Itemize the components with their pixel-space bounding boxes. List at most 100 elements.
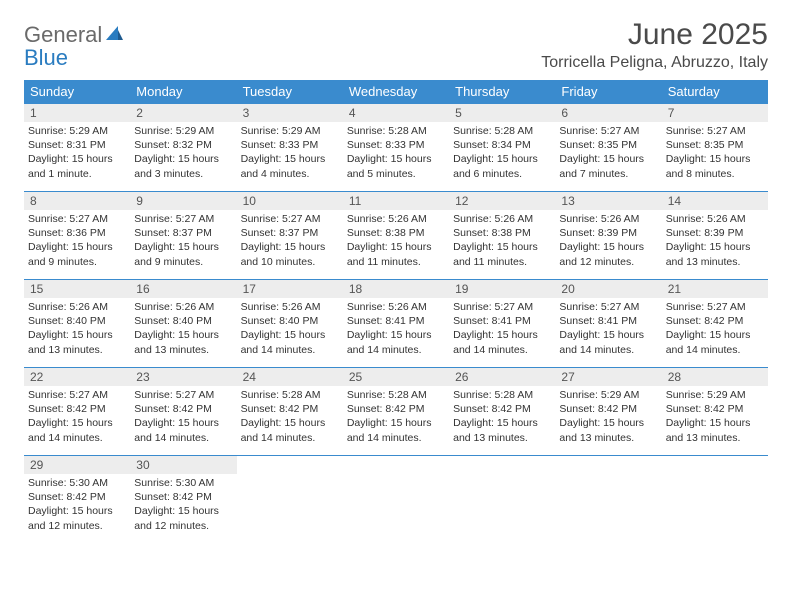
calendar-cell: 22Sunrise: 5:27 AMSunset: 8:42 PMDayligh… bbox=[24, 368, 130, 456]
day-number: 19 bbox=[449, 280, 555, 298]
day-body: Sunrise: 5:26 AMSunset: 8:38 PMDaylight:… bbox=[449, 210, 555, 273]
sunset-text: Sunset: 8:42 PM bbox=[28, 490, 126, 504]
day-body: Sunrise: 5:28 AMSunset: 8:34 PMDaylight:… bbox=[449, 122, 555, 185]
calendar-cell: 8Sunrise: 5:27 AMSunset: 8:36 PMDaylight… bbox=[24, 192, 130, 280]
daylight-text: Daylight: 15 hours and 13 minutes. bbox=[453, 416, 551, 444]
day-body: Sunrise: 5:29 AMSunset: 8:42 PMDaylight:… bbox=[555, 386, 661, 449]
calendar-cell: 11Sunrise: 5:26 AMSunset: 8:38 PMDayligh… bbox=[343, 192, 449, 280]
daylight-text: Daylight: 15 hours and 13 minutes. bbox=[28, 328, 126, 356]
daylight-text: Daylight: 15 hours and 6 minutes. bbox=[453, 152, 551, 180]
logo: General Blue bbox=[24, 18, 124, 70]
calendar-week-row: 8Sunrise: 5:27 AMSunset: 8:36 PMDaylight… bbox=[24, 192, 768, 280]
location-text: Torricella Peligna, Abruzzo, Italy bbox=[541, 54, 768, 72]
day-header: Thursday bbox=[449, 80, 555, 104]
day-header: Wednesday bbox=[343, 80, 449, 104]
header: General Blue June 2025 Torricella Pelign… bbox=[24, 18, 768, 72]
calendar-cell bbox=[449, 456, 555, 544]
day-body: Sunrise: 5:28 AMSunset: 8:42 PMDaylight:… bbox=[343, 386, 449, 449]
sunset-text: Sunset: 8:40 PM bbox=[241, 314, 339, 328]
sunset-text: Sunset: 8:35 PM bbox=[666, 138, 764, 152]
sunrise-text: Sunrise: 5:29 AM bbox=[134, 124, 232, 138]
calendar-cell: 5Sunrise: 5:28 AMSunset: 8:34 PMDaylight… bbox=[449, 104, 555, 192]
sunrise-text: Sunrise: 5:30 AM bbox=[134, 476, 232, 490]
daylight-text: Daylight: 15 hours and 14 minutes. bbox=[134, 416, 232, 444]
day-number: 30 bbox=[130, 456, 236, 474]
calendar-cell: 16Sunrise: 5:26 AMSunset: 8:40 PMDayligh… bbox=[130, 280, 236, 368]
day-header-row: SundayMondayTuesdayWednesdayThursdayFrid… bbox=[24, 80, 768, 104]
day-header: Tuesday bbox=[237, 80, 343, 104]
sunset-text: Sunset: 8:42 PM bbox=[28, 402, 126, 416]
calendar-cell: 23Sunrise: 5:27 AMSunset: 8:42 PMDayligh… bbox=[130, 368, 236, 456]
sunset-text: Sunset: 8:42 PM bbox=[347, 402, 445, 416]
sunset-text: Sunset: 8:42 PM bbox=[666, 314, 764, 328]
daylight-text: Daylight: 15 hours and 8 minutes. bbox=[666, 152, 764, 180]
calendar-cell: 1Sunrise: 5:29 AMSunset: 8:31 PMDaylight… bbox=[24, 104, 130, 192]
sunset-text: Sunset: 8:42 PM bbox=[666, 402, 764, 416]
day-body: Sunrise: 5:26 AMSunset: 8:40 PMDaylight:… bbox=[130, 298, 236, 361]
daylight-text: Daylight: 15 hours and 10 minutes. bbox=[241, 240, 339, 268]
day-number: 9 bbox=[130, 192, 236, 210]
calendar-cell: 14Sunrise: 5:26 AMSunset: 8:39 PMDayligh… bbox=[662, 192, 768, 280]
day-body: Sunrise: 5:26 AMSunset: 8:40 PMDaylight:… bbox=[237, 298, 343, 361]
sunrise-text: Sunrise: 5:29 AM bbox=[241, 124, 339, 138]
calendar-cell: 15Sunrise: 5:26 AMSunset: 8:40 PMDayligh… bbox=[24, 280, 130, 368]
calendar-cell: 13Sunrise: 5:26 AMSunset: 8:39 PMDayligh… bbox=[555, 192, 661, 280]
day-number: 5 bbox=[449, 104, 555, 122]
sunset-text: Sunset: 8:38 PM bbox=[347, 226, 445, 240]
daylight-text: Daylight: 15 hours and 7 minutes. bbox=[559, 152, 657, 180]
daylight-text: Daylight: 15 hours and 3 minutes. bbox=[134, 152, 232, 180]
day-header: Friday bbox=[555, 80, 661, 104]
sunrise-text: Sunrise: 5:27 AM bbox=[134, 212, 232, 226]
day-number: 14 bbox=[662, 192, 768, 210]
daylight-text: Daylight: 15 hours and 9 minutes. bbox=[134, 240, 232, 268]
daylight-text: Daylight: 15 hours and 14 minutes. bbox=[28, 416, 126, 444]
day-body: Sunrise: 5:27 AMSunset: 8:37 PMDaylight:… bbox=[130, 210, 236, 273]
sunset-text: Sunset: 8:41 PM bbox=[559, 314, 657, 328]
day-number: 28 bbox=[662, 368, 768, 386]
day-number: 1 bbox=[24, 104, 130, 122]
daylight-text: Daylight: 15 hours and 12 minutes. bbox=[28, 504, 126, 532]
sunrise-text: Sunrise: 5:27 AM bbox=[134, 388, 232, 402]
sunset-text: Sunset: 8:36 PM bbox=[28, 226, 126, 240]
calendar-cell: 4Sunrise: 5:28 AMSunset: 8:33 PMDaylight… bbox=[343, 104, 449, 192]
day-body: Sunrise: 5:28 AMSunset: 8:42 PMDaylight:… bbox=[237, 386, 343, 449]
calendar-cell: 21Sunrise: 5:27 AMSunset: 8:42 PMDayligh… bbox=[662, 280, 768, 368]
daylight-text: Daylight: 15 hours and 11 minutes. bbox=[347, 240, 445, 268]
day-body: Sunrise: 5:27 AMSunset: 8:37 PMDaylight:… bbox=[237, 210, 343, 273]
day-body: Sunrise: 5:28 AMSunset: 8:33 PMDaylight:… bbox=[343, 122, 449, 185]
day-number: 29 bbox=[24, 456, 130, 474]
day-number: 4 bbox=[343, 104, 449, 122]
sunrise-text: Sunrise: 5:29 AM bbox=[28, 124, 126, 138]
sunrise-text: Sunrise: 5:26 AM bbox=[347, 300, 445, 314]
day-body: Sunrise: 5:27 AMSunset: 8:41 PMDaylight:… bbox=[555, 298, 661, 361]
sunset-text: Sunset: 8:42 PM bbox=[453, 402, 551, 416]
sunrise-text: Sunrise: 5:26 AM bbox=[134, 300, 232, 314]
sunrise-text: Sunrise: 5:27 AM bbox=[28, 388, 126, 402]
day-number: 24 bbox=[237, 368, 343, 386]
day-number: 7 bbox=[662, 104, 768, 122]
day-body: Sunrise: 5:27 AMSunset: 8:41 PMDaylight:… bbox=[449, 298, 555, 361]
sunset-text: Sunset: 8:39 PM bbox=[559, 226, 657, 240]
daylight-text: Daylight: 15 hours and 14 minutes. bbox=[347, 416, 445, 444]
sunrise-text: Sunrise: 5:27 AM bbox=[241, 212, 339, 226]
sunset-text: Sunset: 8:35 PM bbox=[559, 138, 657, 152]
calendar-cell bbox=[237, 456, 343, 544]
sunrise-text: Sunrise: 5:26 AM bbox=[453, 212, 551, 226]
day-number: 23 bbox=[130, 368, 236, 386]
title-block: June 2025 Torricella Peligna, Abruzzo, I… bbox=[541, 18, 768, 72]
sunset-text: Sunset: 8:34 PM bbox=[453, 138, 551, 152]
day-body: Sunrise: 5:26 AMSunset: 8:39 PMDaylight:… bbox=[555, 210, 661, 273]
calendar-cell bbox=[555, 456, 661, 544]
logo-sail-icon bbox=[104, 24, 124, 47]
calendar-cell: 29Sunrise: 5:30 AMSunset: 8:42 PMDayligh… bbox=[24, 456, 130, 544]
day-number: 27 bbox=[555, 368, 661, 386]
sunrise-text: Sunrise: 5:28 AM bbox=[453, 388, 551, 402]
calendar-cell: 20Sunrise: 5:27 AMSunset: 8:41 PMDayligh… bbox=[555, 280, 661, 368]
day-body: Sunrise: 5:29 AMSunset: 8:42 PMDaylight:… bbox=[662, 386, 768, 449]
sunset-text: Sunset: 8:41 PM bbox=[453, 314, 551, 328]
day-number: 17 bbox=[237, 280, 343, 298]
daylight-text: Daylight: 15 hours and 13 minutes. bbox=[666, 240, 764, 268]
day-body: Sunrise: 5:27 AMSunset: 8:35 PMDaylight:… bbox=[555, 122, 661, 185]
day-number: 11 bbox=[343, 192, 449, 210]
calendar-cell bbox=[343, 456, 449, 544]
